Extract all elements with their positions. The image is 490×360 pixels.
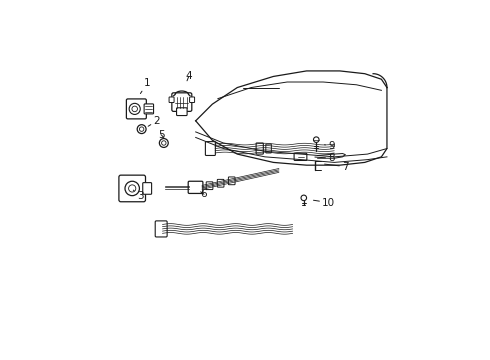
Text: 2: 2	[148, 116, 160, 126]
Text: 8: 8	[315, 153, 335, 163]
FancyBboxPatch shape	[266, 144, 271, 153]
Text: 5: 5	[158, 130, 164, 140]
FancyBboxPatch shape	[169, 97, 174, 103]
FancyBboxPatch shape	[155, 221, 167, 237]
FancyBboxPatch shape	[119, 175, 146, 202]
FancyBboxPatch shape	[190, 97, 195, 103]
FancyBboxPatch shape	[126, 99, 147, 119]
FancyBboxPatch shape	[217, 179, 224, 187]
FancyBboxPatch shape	[188, 181, 203, 193]
FancyBboxPatch shape	[172, 93, 192, 111]
FancyBboxPatch shape	[256, 143, 263, 154]
Text: 7: 7	[324, 162, 349, 172]
FancyBboxPatch shape	[206, 182, 213, 190]
FancyBboxPatch shape	[143, 183, 151, 194]
FancyBboxPatch shape	[228, 177, 235, 185]
FancyBboxPatch shape	[144, 104, 153, 114]
FancyBboxPatch shape	[294, 153, 307, 161]
Text: 9: 9	[324, 141, 335, 151]
FancyBboxPatch shape	[176, 108, 187, 116]
Text: 3: 3	[133, 190, 144, 201]
Text: 1: 1	[141, 78, 150, 94]
Text: 10: 10	[314, 198, 335, 208]
Text: 4: 4	[185, 72, 192, 81]
FancyBboxPatch shape	[205, 141, 216, 156]
Text: 6: 6	[201, 189, 207, 199]
